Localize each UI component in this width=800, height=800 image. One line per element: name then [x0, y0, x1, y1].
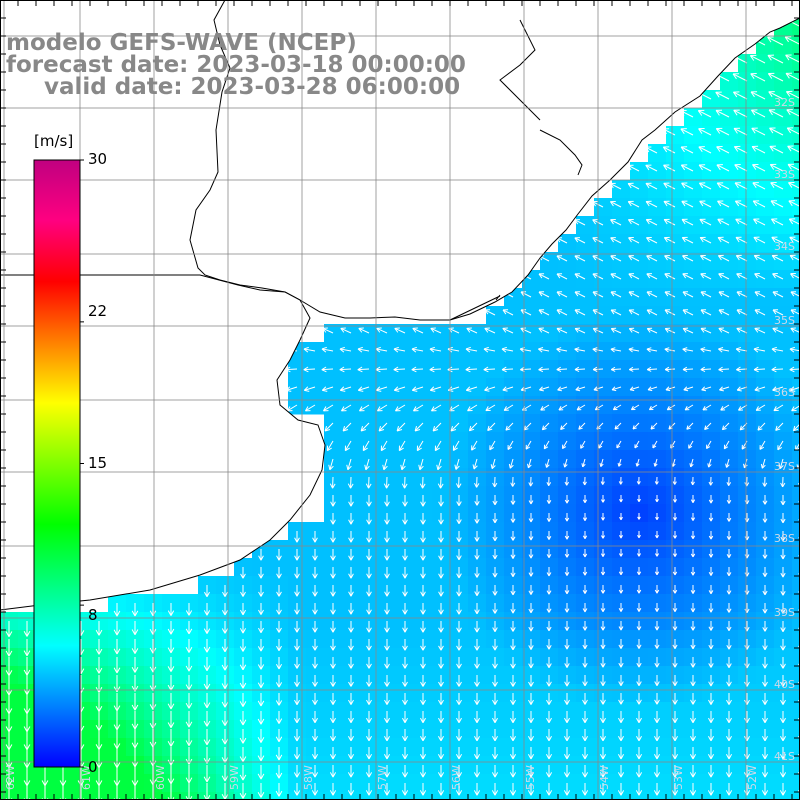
lat-label: 32S: [774, 96, 795, 109]
lat-label: 37S: [774, 460, 795, 473]
coast-detail: [449, 19, 583, 321]
lat-label: 41S: [774, 750, 795, 763]
lon-label: 58W: [302, 765, 315, 790]
colorbar-tick-0: 0: [88, 758, 98, 776]
colorbar-tick-8: 8: [88, 606, 98, 624]
lat-label: 40S: [774, 678, 795, 691]
lat-label: 36S: [774, 386, 795, 399]
colorbar-units: [m/s]: [34, 132, 74, 150]
lon-label: 57W: [376, 765, 389, 790]
lat-label: 38S: [774, 532, 795, 545]
colorbar: [33, 159, 84, 768]
lat-label: 35S: [774, 314, 795, 327]
lon-label: 52W: [746, 765, 759, 790]
lon-label: 55W: [524, 765, 537, 790]
lon-label: 56W: [450, 765, 463, 790]
lat-label: 39S: [774, 606, 795, 619]
colorbar-tick-22: 22: [88, 302, 108, 320]
colorbar-tick-15: 15: [88, 454, 108, 472]
forecast-date: forecast date: 2023-03-18 00:00:00: [6, 52, 466, 78]
colorbar-tick-30: 30: [88, 150, 108, 168]
lon-label: 60W: [154, 765, 167, 790]
model-title: modelo GEFS-WAVE (NCEP): [6, 30, 357, 56]
lon-label: 54W: [598, 765, 611, 790]
lon-label: 59W: [228, 765, 241, 790]
colorbar-gradient: [33, 159, 81, 768]
lon-label: 62W: [4, 765, 17, 790]
latitude-labels: 32S 33S 34S 35S 36S 37S 38S 39S 40S 41S: [774, 96, 795, 763]
longitude-labels: 62W 61W 60W 59W 58W 57W 56W 55W 54W 53W 52W: [4, 765, 759, 790]
lon-label: 53W: [672, 765, 685, 790]
land-coast-south: [0, 274, 326, 611]
lat-label: 33S: [774, 168, 795, 181]
lat-label: 34S: [774, 240, 795, 253]
valid-date: valid date: 2023-03-28 06:00:00: [44, 74, 461, 100]
lon-label: 61W: [80, 765, 93, 790]
